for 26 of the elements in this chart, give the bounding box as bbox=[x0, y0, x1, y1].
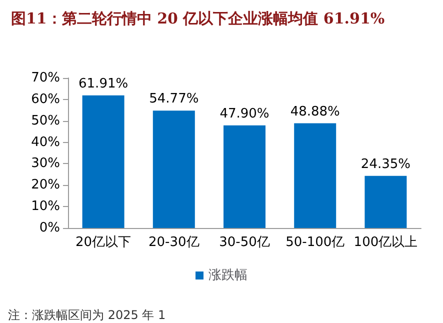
bar bbox=[364, 176, 407, 228]
data-label: 48.88% bbox=[290, 104, 340, 120]
chart-title: 图11：第二轮行情中 20 亿以下企业涨幅均值 61.91% bbox=[11, 10, 385, 28]
data-label: 47.90% bbox=[220, 106, 270, 122]
x-tick-label: 20-30亿 bbox=[148, 235, 200, 250]
data-label: 54.77% bbox=[149, 92, 199, 107]
bar bbox=[152, 110, 195, 228]
y-tick-label: 60% bbox=[31, 92, 60, 107]
x-tick-label: 30-50亿 bbox=[219, 235, 270, 250]
y-tick-label: 0% bbox=[39, 220, 60, 236]
x-tick-label: 100亿以上 bbox=[354, 235, 418, 250]
legend-label: 涨跌幅 bbox=[208, 268, 248, 283]
y-tick-label: 30% bbox=[31, 156, 60, 172]
y-tick-label: 50% bbox=[31, 113, 60, 128]
y-tick-label: 70% bbox=[31, 70, 60, 86]
x-tick-label: 50-100亿 bbox=[286, 235, 345, 250]
text: 注：涨跌幅区间为 2025 年 1 bbox=[8, 308, 166, 322]
data-label: 61.91% bbox=[78, 76, 128, 92]
bar bbox=[224, 125, 266, 228]
x-tick-label: 20亿以下 bbox=[76, 235, 132, 250]
data-label: 24.35% bbox=[360, 156, 410, 172]
bar bbox=[82, 95, 124, 228]
y-tick-label: 40% bbox=[31, 134, 60, 150]
y-tick-label: 20% bbox=[31, 178, 60, 193]
y-tick-label: 10% bbox=[31, 199, 60, 214]
bar bbox=[294, 123, 336, 228]
